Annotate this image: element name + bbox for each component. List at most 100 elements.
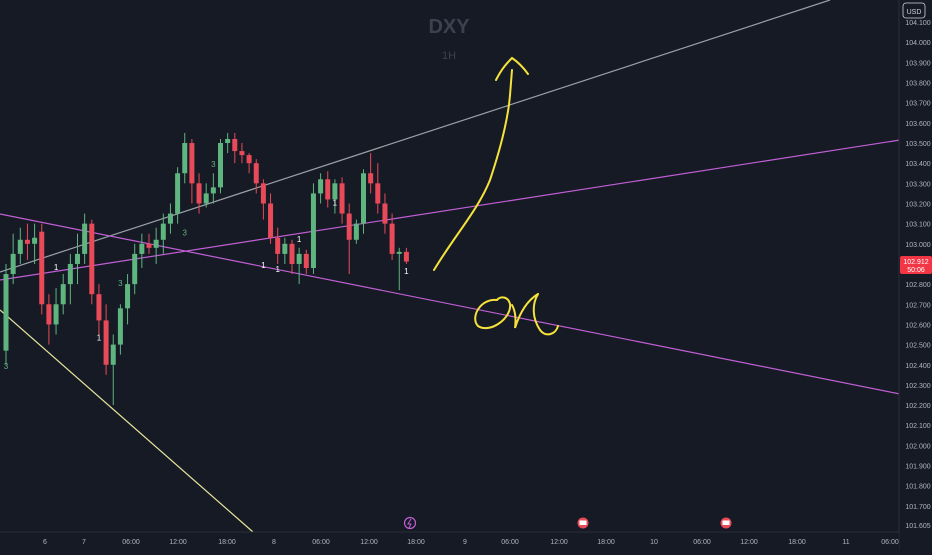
symbol-watermark: DXY xyxy=(428,16,470,38)
candle-annotation: 1 xyxy=(261,261,266,270)
price-tick-label: 103.900 xyxy=(905,60,930,67)
price-tick-label: 102.300 xyxy=(905,383,930,390)
candle-annotation: 1 xyxy=(297,235,302,244)
candle xyxy=(160,213,166,254)
price-axis-background xyxy=(899,0,932,550)
candle xyxy=(196,173,202,214)
candle-annotation: 3 xyxy=(118,279,123,288)
candle xyxy=(382,193,388,234)
lightning-event-icon[interactable] xyxy=(403,516,417,530)
price-tick-label: 101.800 xyxy=(905,484,930,491)
time-tick-label: 06:00 xyxy=(312,539,330,546)
candle xyxy=(232,132,238,164)
candle xyxy=(375,163,381,214)
candle xyxy=(32,223,38,264)
candle-annotation: 1 xyxy=(275,265,280,274)
time-tick-label: 8 xyxy=(272,539,276,546)
price-tick-label: 102.500 xyxy=(905,343,930,350)
price-tick-label: 104.100 xyxy=(905,20,930,27)
candle xyxy=(275,227,281,264)
candle xyxy=(325,171,331,208)
candle-annotation: 1 xyxy=(333,199,338,208)
price-tick-label: 103.200 xyxy=(905,201,930,208)
time-tick-label: 06:00 xyxy=(122,539,140,546)
time-tick-label: 18:00 xyxy=(218,539,236,546)
candle xyxy=(296,247,302,285)
candle xyxy=(189,138,195,204)
candle xyxy=(203,183,209,208)
candle xyxy=(89,219,95,305)
trendline-yellow[interactable] xyxy=(0,309,254,533)
price-tick-label: 101.900 xyxy=(905,464,930,471)
trendline-gray[interactable] xyxy=(0,0,831,273)
candle xyxy=(67,253,73,305)
candle xyxy=(239,143,245,164)
candle xyxy=(353,219,359,244)
candle xyxy=(46,294,52,345)
candle xyxy=(225,132,231,154)
candle xyxy=(332,179,338,214)
candle xyxy=(310,183,316,275)
time-tick-label: 11 xyxy=(842,539,849,546)
candle xyxy=(110,334,116,406)
candle-annotation: 1 xyxy=(54,263,59,272)
candle xyxy=(3,263,9,365)
current-price-marker: 102.912 50:06 xyxy=(900,256,932,274)
candle xyxy=(132,243,138,295)
drawn-arrow-head[interactable] xyxy=(495,56,529,81)
candle xyxy=(10,233,16,285)
us-flag-event-icon-1[interactable] xyxy=(577,517,589,529)
candle xyxy=(260,179,266,220)
candle xyxy=(53,288,59,335)
us-flag-event-icon-2[interactable] xyxy=(720,517,732,529)
candle xyxy=(146,233,152,254)
candle xyxy=(403,247,409,264)
time-tick-label: 18:00 xyxy=(407,539,425,546)
time-tick-label: 06:00 xyxy=(881,539,899,546)
candle xyxy=(361,169,366,234)
candle xyxy=(39,223,45,315)
price-tick-label: 102.600 xyxy=(905,322,930,329)
price-tick-label: 103.600 xyxy=(905,121,930,128)
time-scale[interactable]: 6 7 06:00 12:00 18:00 8 06:00 12:00 18:00 9 06:00 1… xyxy=(43,539,899,546)
candle xyxy=(318,173,324,204)
handwritten-or-drawing[interactable] xyxy=(474,293,559,336)
candle xyxy=(167,203,173,234)
candle xyxy=(396,247,402,291)
candle-annotation: 3 xyxy=(4,362,9,371)
candle xyxy=(339,177,345,224)
candle xyxy=(210,173,216,204)
candle xyxy=(282,237,288,264)
candle-annotation: 1 xyxy=(404,267,409,276)
candle xyxy=(103,304,109,375)
trendline-purple-upper[interactable] xyxy=(0,139,901,281)
time-tick-label: 10 xyxy=(650,539,658,546)
candle xyxy=(175,167,181,224)
time-tick-label: 6 xyxy=(43,539,47,546)
candle xyxy=(303,249,309,275)
current-price-countdown: 50:06 xyxy=(907,267,925,274)
candle xyxy=(246,153,252,174)
time-tick-label: 18:00 xyxy=(597,539,615,546)
candle xyxy=(82,213,88,264)
drawn-arrow-shaft[interactable] xyxy=(433,69,513,271)
price-tick-label: 103.400 xyxy=(905,161,930,168)
price-tick-label: 103.500 xyxy=(905,141,930,148)
candle-annotation: 3 xyxy=(183,229,188,238)
price-tick-label: 103.800 xyxy=(905,81,930,88)
current-price-value: 102.912 xyxy=(903,259,928,266)
candle xyxy=(17,227,23,264)
price-tick-label: 102.200 xyxy=(905,403,930,410)
currency-badge[interactable] xyxy=(902,2,926,19)
time-tick-label: 12:00 xyxy=(550,539,568,546)
candle-annotation: 3 xyxy=(211,160,216,169)
candle xyxy=(289,239,295,275)
time-tick-label: 06:00 xyxy=(693,539,711,546)
time-tick-label: 06:00 xyxy=(501,539,519,546)
candle xyxy=(253,159,259,194)
candle xyxy=(268,193,274,244)
candle xyxy=(139,233,145,268)
